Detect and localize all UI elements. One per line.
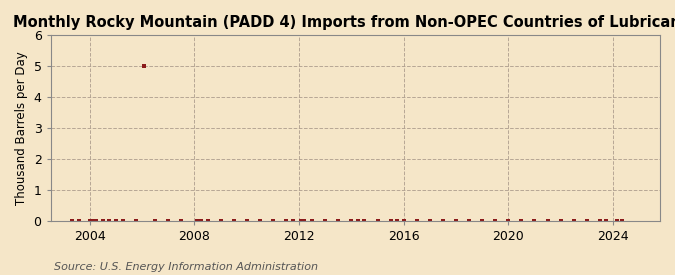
Title: Monthly Rocky Mountain (PADD 4) Imports from Non-OPEC Countries of Lubricants: Monthly Rocky Mountain (PADD 4) Imports … bbox=[14, 15, 675, 30]
Text: Source: U.S. Energy Information Administration: Source: U.S. Energy Information Administ… bbox=[54, 262, 318, 272]
Y-axis label: Thousand Barrels per Day: Thousand Barrels per Day bbox=[15, 51, 28, 205]
